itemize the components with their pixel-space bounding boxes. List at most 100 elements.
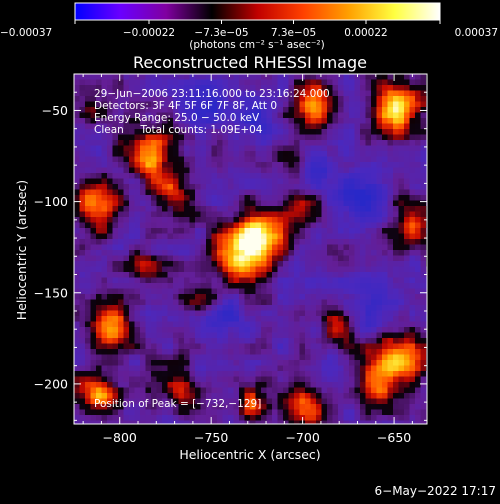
heatmap-cell xyxy=(101,360,108,366)
heatmap-cell xyxy=(360,233,366,240)
heatmap-cell xyxy=(239,107,245,113)
heatmap-cell xyxy=(332,261,339,267)
heatmap-cell xyxy=(332,272,339,278)
heatmap-cell xyxy=(96,134,102,141)
heatmap-cell xyxy=(272,404,278,410)
heatmap-cell xyxy=(228,266,234,273)
heatmap-cell xyxy=(250,200,256,207)
heatmap-cell xyxy=(404,217,410,223)
heatmap-cell xyxy=(409,354,416,361)
heatmap-cell xyxy=(101,321,108,328)
heatmap-cell xyxy=(123,398,130,405)
heatmap-cell xyxy=(140,266,146,273)
heatmap-cell xyxy=(354,184,361,190)
heatmap-cell xyxy=(316,74,322,80)
heatmap-cell xyxy=(349,404,355,410)
heatmap-cell xyxy=(217,156,223,163)
heatmap-cell xyxy=(206,189,212,196)
heatmap-cell xyxy=(409,118,416,124)
heatmap-cell xyxy=(327,288,333,295)
heatmap-cell xyxy=(354,206,361,212)
heatmap-cell xyxy=(277,90,284,97)
heatmap-cell xyxy=(360,288,366,295)
heatmap-cell xyxy=(96,409,102,416)
heatmap-cell xyxy=(294,404,300,410)
heatmap-cell xyxy=(178,79,185,86)
heatmap-cell xyxy=(266,184,273,190)
heatmap-cell xyxy=(349,211,355,218)
heatmap-cell xyxy=(206,305,212,311)
heatmap-cell xyxy=(371,228,377,234)
heatmap-cell xyxy=(233,178,240,185)
heatmap-cell xyxy=(387,85,394,91)
heatmap-cell xyxy=(112,189,119,196)
heatmap-cell xyxy=(101,228,108,234)
heatmap-cell xyxy=(255,151,262,157)
heatmap-cell xyxy=(338,415,344,421)
heatmap-cell xyxy=(96,349,102,355)
heatmap-cell xyxy=(90,195,97,201)
heatmap-cell xyxy=(101,387,108,394)
heatmap-cell xyxy=(250,371,256,377)
heatmap-cell xyxy=(261,184,267,190)
heatmap-cell xyxy=(156,217,163,223)
heatmap-cell xyxy=(316,195,322,201)
heatmap-cell xyxy=(343,162,350,168)
heatmap-cell xyxy=(327,305,333,311)
heatmap-cell xyxy=(299,85,306,91)
heatmap-cell xyxy=(217,387,223,394)
heatmap-cell xyxy=(156,228,163,234)
heatmap-cell xyxy=(332,349,339,355)
heatmap-cell xyxy=(222,206,229,212)
heatmap-cell xyxy=(101,415,108,421)
heatmap-cell xyxy=(415,255,421,262)
heatmap-cell xyxy=(101,85,108,91)
heatmap-cell xyxy=(178,156,185,163)
heatmap-cell xyxy=(365,151,372,157)
heatmap-cell xyxy=(162,206,168,212)
heatmap-cell xyxy=(200,200,207,207)
heatmap-cell xyxy=(217,211,223,218)
heatmap-cell xyxy=(222,327,229,333)
heatmap-cell xyxy=(178,162,185,168)
heatmap-cell xyxy=(189,217,196,223)
heatmap-cell xyxy=(261,74,267,80)
heatmap-cell xyxy=(140,327,146,333)
heatmap-cell xyxy=(398,343,405,350)
heatmap-cell xyxy=(156,107,163,113)
heatmap-cell xyxy=(85,200,91,207)
heatmap-cell xyxy=(222,321,229,328)
heatmap-cell xyxy=(305,255,311,262)
heatmap-cell xyxy=(321,184,328,190)
heatmap-cell xyxy=(382,255,388,262)
heatmap-cell xyxy=(107,90,113,97)
heatmap-cell xyxy=(288,79,295,86)
heatmap-cell xyxy=(365,85,372,91)
colorbar-ticks: −0.00037 −0.00022 −7.3e−05 7.3e−05 0.00022 0.… xyxy=(0,20,498,39)
heatmap-cell xyxy=(283,332,289,339)
heatmap-cell xyxy=(349,200,355,207)
heatmap-cell xyxy=(140,354,146,361)
heatmap-cell xyxy=(261,162,267,168)
heatmap-cell xyxy=(206,96,212,102)
heatmap-cell xyxy=(107,266,113,273)
heatmap-cell xyxy=(90,178,97,185)
heatmap-cell xyxy=(151,316,157,322)
heatmap-cell xyxy=(321,332,328,339)
heatmap-cell xyxy=(206,365,212,372)
heatmap-cell xyxy=(233,167,240,174)
heatmap-cell xyxy=(387,184,394,190)
heatmap-cell xyxy=(74,118,80,124)
heatmap-cell xyxy=(371,283,377,289)
heatmap-cell xyxy=(261,79,267,86)
heatmap-cell xyxy=(129,167,135,174)
heatmap-cell xyxy=(222,310,229,317)
heatmap-cell xyxy=(96,118,102,124)
heatmap-cell xyxy=(354,321,361,328)
heatmap-cell xyxy=(140,244,146,251)
heatmap-cell xyxy=(277,365,284,372)
heatmap-cell xyxy=(206,79,212,86)
heatmap-cell xyxy=(305,118,311,124)
heatmap-cell xyxy=(294,272,300,278)
heatmap-cell xyxy=(288,74,295,80)
